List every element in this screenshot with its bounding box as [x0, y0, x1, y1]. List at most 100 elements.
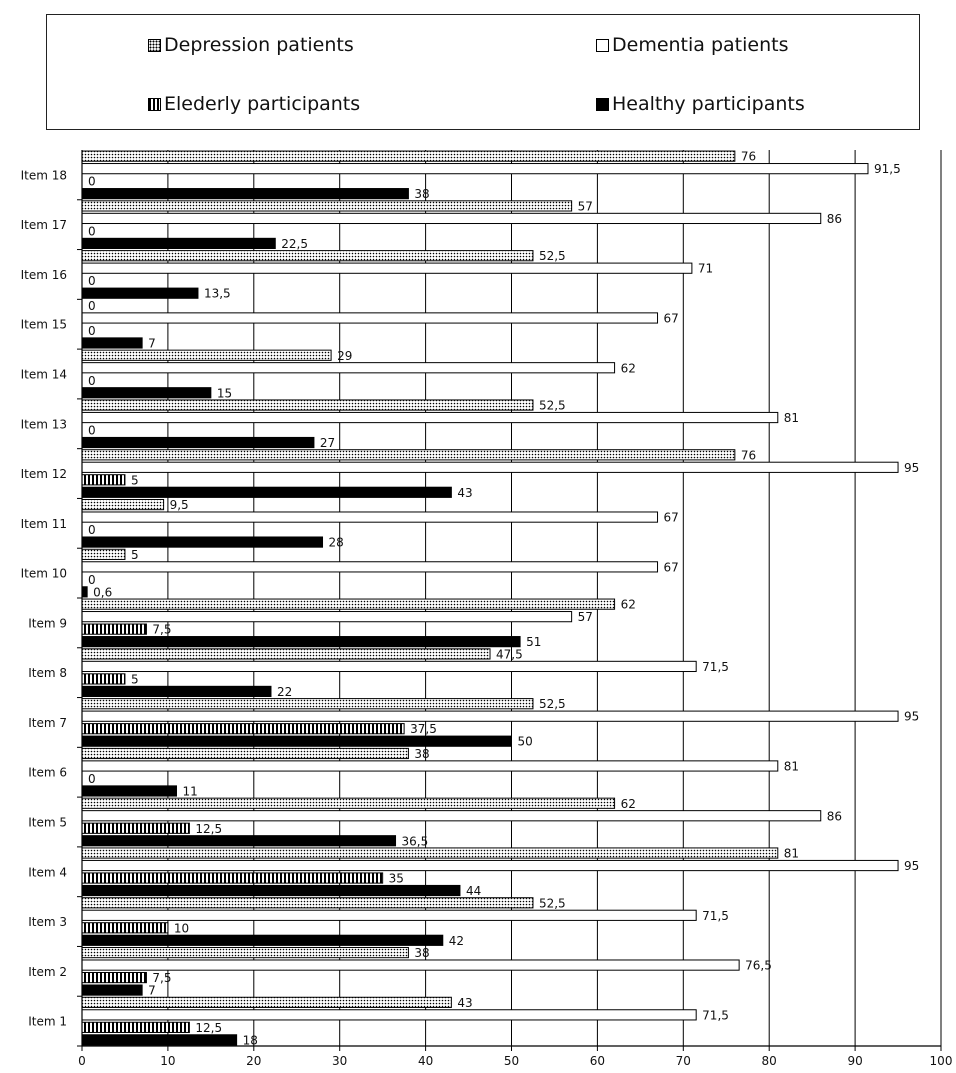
bar-dementia [81, 262, 693, 274]
data-label-depression: 52,5 [539, 697, 566, 711]
bar-depression [81, 847, 779, 859]
bar-dementia [81, 461, 899, 473]
y-tick-label: Item 3 [28, 915, 67, 929]
bar-dementia [81, 959, 740, 971]
bar-elderly [81, 723, 405, 735]
gridlines [167, 150, 942, 1046]
bar-healthy [81, 486, 452, 498]
data-label-dementia: 81 [784, 759, 799, 773]
y-tick-label: Item 16 [21, 268, 67, 282]
data-label-elderly: 7,5 [152, 971, 171, 985]
bar-depression [81, 598, 616, 610]
data-label-dementia: 62 [621, 361, 636, 375]
y-tick-label: Item 12 [21, 467, 67, 481]
data-label-elderly: 0 [88, 324, 96, 338]
bar-healthy [81, 1034, 238, 1046]
data-label-elderly: 7,5 [152, 623, 171, 637]
data-label-elderly: 0 [88, 274, 96, 288]
data-label-dementia: 76,5 [745, 959, 772, 973]
bar-dementia [81, 611, 573, 623]
data-label-dementia: 67 [664, 511, 679, 525]
data-label-dementia: 86 [827, 809, 842, 823]
data-label-healthy: 38 [414, 187, 429, 201]
x-tick-label: 60 [590, 1054, 605, 1068]
data-label-elderly: 0 [88, 573, 96, 587]
data-label-depression: 52,5 [539, 896, 566, 910]
bar-depression [81, 548, 126, 560]
data-label-healthy: 7 [148, 984, 156, 998]
x-tick-label: 10 [160, 1054, 175, 1068]
bar-healthy [81, 984, 143, 996]
data-label-depression: 29 [337, 349, 352, 363]
bar-healthy [81, 934, 444, 946]
data-label-healthy: 42 [449, 934, 464, 948]
legend-label-elderly: Elederly participants [164, 93, 361, 115]
y-tick-label: Item 11 [21, 517, 67, 531]
bar-depression [81, 897, 534, 909]
data-label-healthy: 11 [182, 784, 197, 798]
x-tick-label: 30 [332, 1054, 347, 1068]
bar-depression [81, 747, 409, 760]
data-label-dementia: 91,5 [874, 162, 901, 176]
data-label-depression: 57 [578, 199, 593, 213]
data-label-depression: 38 [414, 747, 429, 761]
data-label-healthy: 13,5 [204, 287, 231, 301]
bar-depression [81, 996, 452, 1008]
data-label-elderly: 0 [88, 224, 96, 238]
data-labels: 4371,512,5183876,57,5752,571,51042819535… [88, 150, 919, 1048]
data-label-depression: 62 [621, 797, 636, 811]
data-label-depression: 47,5 [496, 647, 523, 661]
data-label-elderly: 12,5 [195, 822, 222, 836]
data-label-elderly: 0 [88, 523, 96, 537]
bars [81, 150, 899, 1046]
y-tick-label: Item 13 [21, 417, 67, 431]
y-tick-label: Item 8 [28, 666, 67, 680]
bar-elderly [81, 623, 147, 635]
bar-dementia [81, 859, 899, 872]
bar-dementia [81, 561, 659, 573]
y-tick-label: Item 4 [28, 865, 67, 879]
bar-dementia [81, 411, 779, 424]
bar-healthy [81, 636, 521, 648]
y-tick-label: Item 6 [28, 766, 67, 780]
bar-healthy [81, 337, 143, 349]
bar-healthy [81, 884, 461, 897]
bar-depression [81, 449, 736, 461]
x-tick-label: 40 [418, 1054, 433, 1068]
bar-healthy [81, 536, 324, 548]
data-label-healthy: 18 [243, 1033, 258, 1047]
data-label-elderly: 5 [131, 672, 139, 686]
legend-item-elderly: Elederly participants [148, 93, 360, 115]
bar-dementia [81, 660, 697, 673]
bar-depression [81, 150, 736, 162]
bar-dementia [81, 312, 659, 324]
data-label-depression: 0 [88, 299, 96, 313]
dementia-swatch-icon [596, 38, 609, 52]
data-label-depression: 62 [621, 598, 636, 612]
legend-label-dementia: Dementia patients [612, 34, 789, 56]
data-label-elderly: 0 [88, 772, 96, 786]
legend-label-depression: Depression patients [164, 34, 354, 56]
data-label-dementia: 71,5 [702, 1008, 729, 1022]
bar-dementia [81, 760, 779, 772]
legend-item-healthy: Healthy participants [596, 93, 805, 115]
y-tick-label: Item 17 [21, 218, 67, 232]
y-tick-label: Item 10 [21, 567, 67, 581]
y-tick-label: Item 7 [28, 716, 67, 730]
data-label-healthy: 28 [329, 536, 344, 550]
bar-dementia [81, 212, 822, 225]
bar-depression [81, 698, 534, 710]
data-label-healthy: 0,6 [93, 585, 112, 599]
bar-healthy [81, 188, 409, 200]
data-label-depression: 81 [784, 847, 799, 861]
bar-elderly [81, 673, 126, 685]
data-label-healthy: 51 [526, 635, 541, 649]
bar-depression [81, 399, 534, 411]
data-label-depression: 76 [741, 150, 756, 164]
bar-dementia [81, 710, 899, 722]
data-label-depression: 38 [414, 946, 429, 960]
bar-depression [81, 648, 491, 660]
data-label-dementia: 95 [904, 461, 919, 475]
bar-healthy [81, 835, 397, 847]
